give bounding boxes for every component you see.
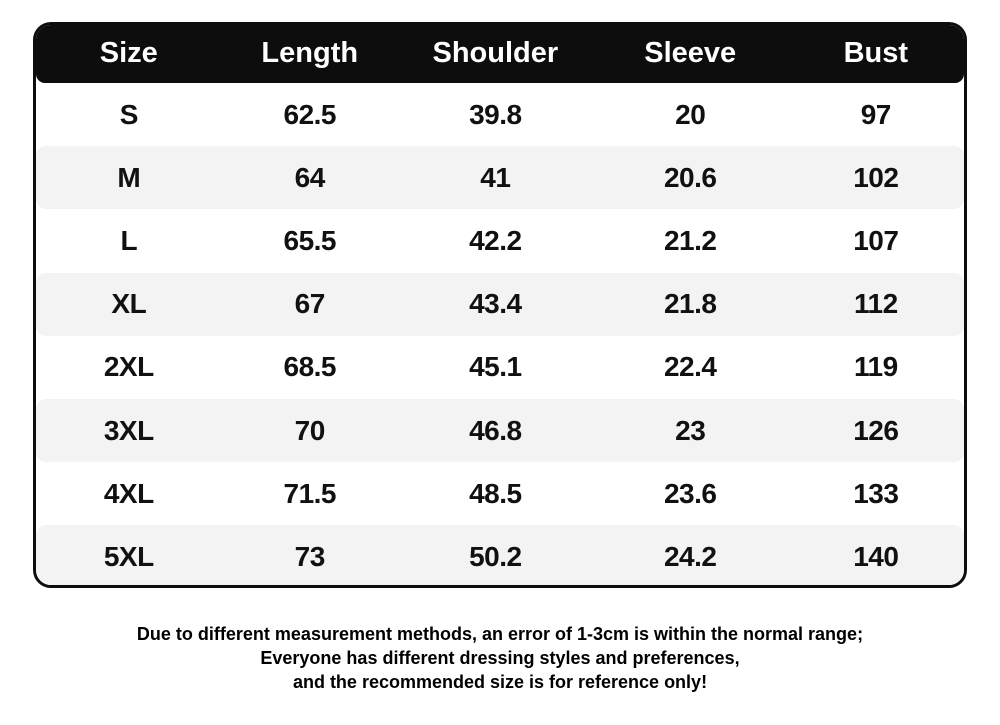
length-value: 67: [294, 288, 326, 320]
table-header-row: Size Length Shoulder Sleeve Bust: [36, 25, 964, 83]
size-label: L: [120, 224, 138, 256]
bust-value: 102: [853, 161, 899, 193]
length-value: 65.5: [283, 224, 337, 256]
length-value: 68.5: [283, 351, 337, 383]
bust-value: 97: [860, 98, 892, 130]
length-value: 70: [294, 414, 326, 446]
sleeve-value: 21.2: [663, 224, 717, 256]
shoulder-value: 39.8: [469, 98, 522, 130]
shoulder-value: 48.5: [469, 477, 522, 509]
shoulder-value: 46.8: [469, 414, 522, 446]
disclaimer-line-3: and the recommended size is for referenc…: [292, 672, 708, 692]
bust-value: 126: [853, 414, 899, 446]
column-header-shoulder: Shoulder: [432, 37, 559, 69]
column-header-size: Size: [99, 37, 158, 69]
table-row-3xl: 3XL 70 46.8 23 126: [36, 398, 964, 463]
size-label: 4XL: [103, 477, 154, 509]
shoulder-value: 50.2: [469, 540, 522, 572]
disclaimer-line-1: Due to different measurement methods, an…: [136, 624, 864, 644]
table-row-5xl: 5XL 73 50.2 24.2 140: [36, 525, 964, 585]
size-label: S: [119, 98, 139, 130]
sleeve-value: 20: [675, 98, 706, 130]
column-header-bust: Bust: [843, 37, 909, 69]
column-header-length: Length: [261, 37, 359, 69]
size-chart-table: Size Length Shoulder Sleeve Bust S 62.5 …: [33, 22, 967, 588]
table-row-4xl: 4XL 71.5 48.5 23.6 133: [36, 462, 964, 525]
disclaimer-line-2: Everyone has different dressing styles a…: [260, 648, 740, 668]
length-value: 73: [294, 540, 326, 572]
length-value: 71.5: [283, 477, 337, 509]
bust-value: 107: [853, 224, 899, 256]
table-row-l: L 65.5 42.2 21.2 107: [36, 209, 964, 272]
size-label: M: [117, 161, 141, 193]
table-row-m: M 64 41 20.6 102: [36, 146, 964, 210]
table-row-s: S 62.5 39.8 20 97: [36, 83, 964, 146]
bust-value: 140: [853, 540, 899, 572]
size-label: XL: [111, 288, 147, 320]
shoulder-value: 45.1: [469, 351, 522, 383]
sleeve-value: 23: [675, 414, 706, 446]
shoulder-value: 43.4: [469, 288, 522, 320]
bust-value: 119: [853, 351, 898, 383]
size-label: 2XL: [103, 351, 154, 383]
sleeve-value: 22.4: [663, 351, 717, 383]
shoulder-value: 41: [480, 161, 511, 193]
size-label: 5XL: [103, 540, 154, 572]
sleeve-value: 21.8: [663, 288, 717, 320]
table-row-2xl: 2XL 68.5 45.1 22.4 119: [36, 336, 964, 399]
column-header-sleeve: Sleeve: [644, 37, 737, 69]
sleeve-value: 24.2: [663, 540, 717, 572]
bust-value: 112: [853, 288, 898, 320]
length-value: 62.5: [283, 98, 337, 130]
bust-value: 133: [853, 477, 899, 509]
length-value: 64: [294, 161, 326, 193]
shoulder-value: 42.2: [469, 224, 522, 256]
disclaimer-text: Due to different measurement methods, an…: [0, 622, 1000, 694]
size-label: 3XL: [103, 414, 154, 446]
table-row-xl: XL 67 43.4 21.8 112: [36, 272, 964, 336]
sleeve-value: 23.6: [663, 477, 717, 509]
sleeve-value: 20.6: [663, 161, 717, 193]
